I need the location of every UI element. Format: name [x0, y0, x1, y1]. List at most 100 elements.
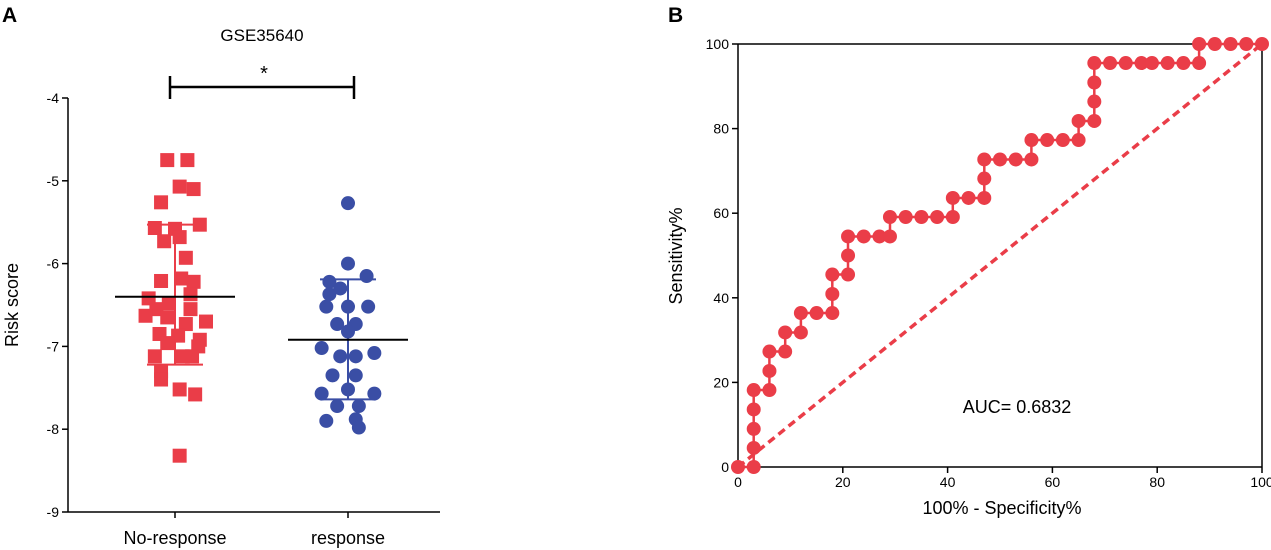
data-point-response	[341, 196, 355, 211]
roc-point	[1192, 56, 1207, 71]
data-point-no-response	[188, 387, 203, 402]
panel-b-y-tick-label: 0	[721, 459, 729, 475]
roc-point	[1255, 37, 1269, 51]
data-point-response	[351, 399, 366, 414]
roc-point	[898, 210, 913, 225]
panel-b-y-axis-label: Sensitivity%	[666, 207, 686, 304]
roc-point	[793, 306, 808, 321]
panel-b-y-tick-label: 80	[713, 121, 729, 137]
panel-a-points	[115, 153, 408, 463]
data-point-response	[348, 349, 363, 364]
panel-a-title: GSE35640	[220, 26, 303, 45]
panel-b-x-tick-label: 40	[940, 474, 956, 490]
data-point-no-response	[161, 296, 176, 311]
data-point-no-response	[186, 274, 201, 289]
panel-b-x-tick-label: 20	[835, 474, 851, 490]
panel-b-y-tick-label: 20	[713, 374, 729, 390]
data-point-no-response	[138, 308, 153, 323]
panel-b-x-tick-label: 0	[734, 474, 742, 490]
panel-a-category-labels: No-response response	[123, 528, 385, 548]
data-point-no-response	[172, 382, 187, 397]
roc-point	[1207, 37, 1222, 51]
data-point-no-response	[186, 182, 201, 197]
roc-point	[945, 210, 960, 225]
data-point-no-response	[199, 314, 213, 329]
data-point-no-response	[160, 336, 175, 351]
roc-point	[841, 248, 856, 263]
panel-a-y-tick-label: -6	[47, 256, 60, 272]
panel-a-axes: -9 -8 -7 -6 -5 -4	[47, 90, 440, 520]
roc-point	[778, 325, 793, 340]
roc-point	[746, 440, 761, 455]
data-point-response	[325, 368, 340, 383]
data-point-no-response	[172, 448, 187, 463]
data-point-no-response	[147, 220, 162, 235]
data-point-no-response	[178, 250, 193, 265]
roc-point	[1239, 37, 1254, 51]
panel-a-category-label: response	[311, 528, 385, 548]
data-point-no-response	[171, 328, 186, 343]
panel-b-x-tick-label: 80	[1149, 474, 1165, 490]
data-point-response	[322, 287, 337, 302]
roc-point	[1087, 56, 1102, 71]
panel-b-axes: 0 20 40 60 80 100 0 20 40 60 80 100	[706, 36, 1271, 490]
data-point-no-response	[154, 273, 169, 288]
roc-point	[1103, 56, 1118, 71]
panel-a-y-tick-label: -5	[47, 173, 60, 189]
data-point-response	[341, 324, 355, 339]
roc-point	[1223, 37, 1238, 51]
roc-point	[977, 190, 992, 205]
auc-annotation: AUC= 0.6832	[963, 397, 1072, 417]
data-point-no-response	[149, 302, 164, 317]
roc-point	[1024, 152, 1039, 167]
data-point-no-response	[141, 291, 156, 306]
panel-a: A GSE35640 Risk score * -9 -8 -7 -6 -5 -4 No-…	[2, 4, 440, 548]
data-point-no-response	[147, 349, 162, 364]
roc-point	[1087, 113, 1102, 128]
roc-point	[1071, 113, 1086, 128]
panel-b-y-tick-label: 40	[713, 290, 729, 306]
roc-point	[793, 325, 808, 340]
reference-diagonal-line	[736, 42, 1264, 469]
roc-point	[762, 383, 777, 398]
roc-point	[746, 421, 761, 436]
roc-point	[762, 344, 777, 359]
data-point-response	[348, 368, 363, 383]
roc-point	[746, 383, 761, 398]
data-point-response	[319, 299, 334, 314]
panel-b-x-tick-label: 60	[1045, 474, 1061, 490]
data-point-response	[330, 399, 345, 414]
roc-point	[872, 229, 887, 244]
roc-point	[841, 267, 856, 282]
panel-b-x-tick-label: 100	[1250, 474, 1271, 490]
data-point-no-response	[154, 372, 169, 387]
data-point-response	[322, 274, 337, 289]
panel-a-y-tick-label: -8	[47, 421, 60, 437]
significance-star: *	[260, 63, 268, 85]
panel-b: B 0 20 40 60 80 100 0 20 40 60 80 100 AUC= 0.6832 1…	[666, 4, 1271, 518]
data-point-response	[333, 349, 348, 364]
panel-a-y-tick-label: -7	[47, 338, 60, 354]
roc-point	[1087, 75, 1102, 90]
panel-a-y-tick-label: -9	[47, 504, 60, 520]
panel-a-category-label: No-response	[123, 528, 226, 548]
roc-point	[1040, 133, 1055, 148]
roc-point	[993, 152, 1007, 167]
panel-b-label: B	[668, 4, 683, 27]
data-point-response	[319, 413, 334, 428]
roc-point	[977, 171, 992, 186]
roc-point	[945, 190, 960, 205]
data-point-response	[341, 299, 355, 314]
roc-point	[1118, 56, 1133, 71]
roc-point	[1176, 56, 1191, 71]
panel-b-y-tick-label: 100	[706, 36, 730, 52]
roc-point	[961, 190, 976, 205]
roc-point	[825, 267, 840, 282]
roc-point	[1071, 133, 1086, 148]
data-point-response	[314, 386, 329, 401]
data-point-response	[341, 382, 355, 397]
data-point-no-response	[154, 195, 169, 210]
data-point-no-response	[178, 317, 193, 332]
roc-point	[825, 286, 840, 301]
